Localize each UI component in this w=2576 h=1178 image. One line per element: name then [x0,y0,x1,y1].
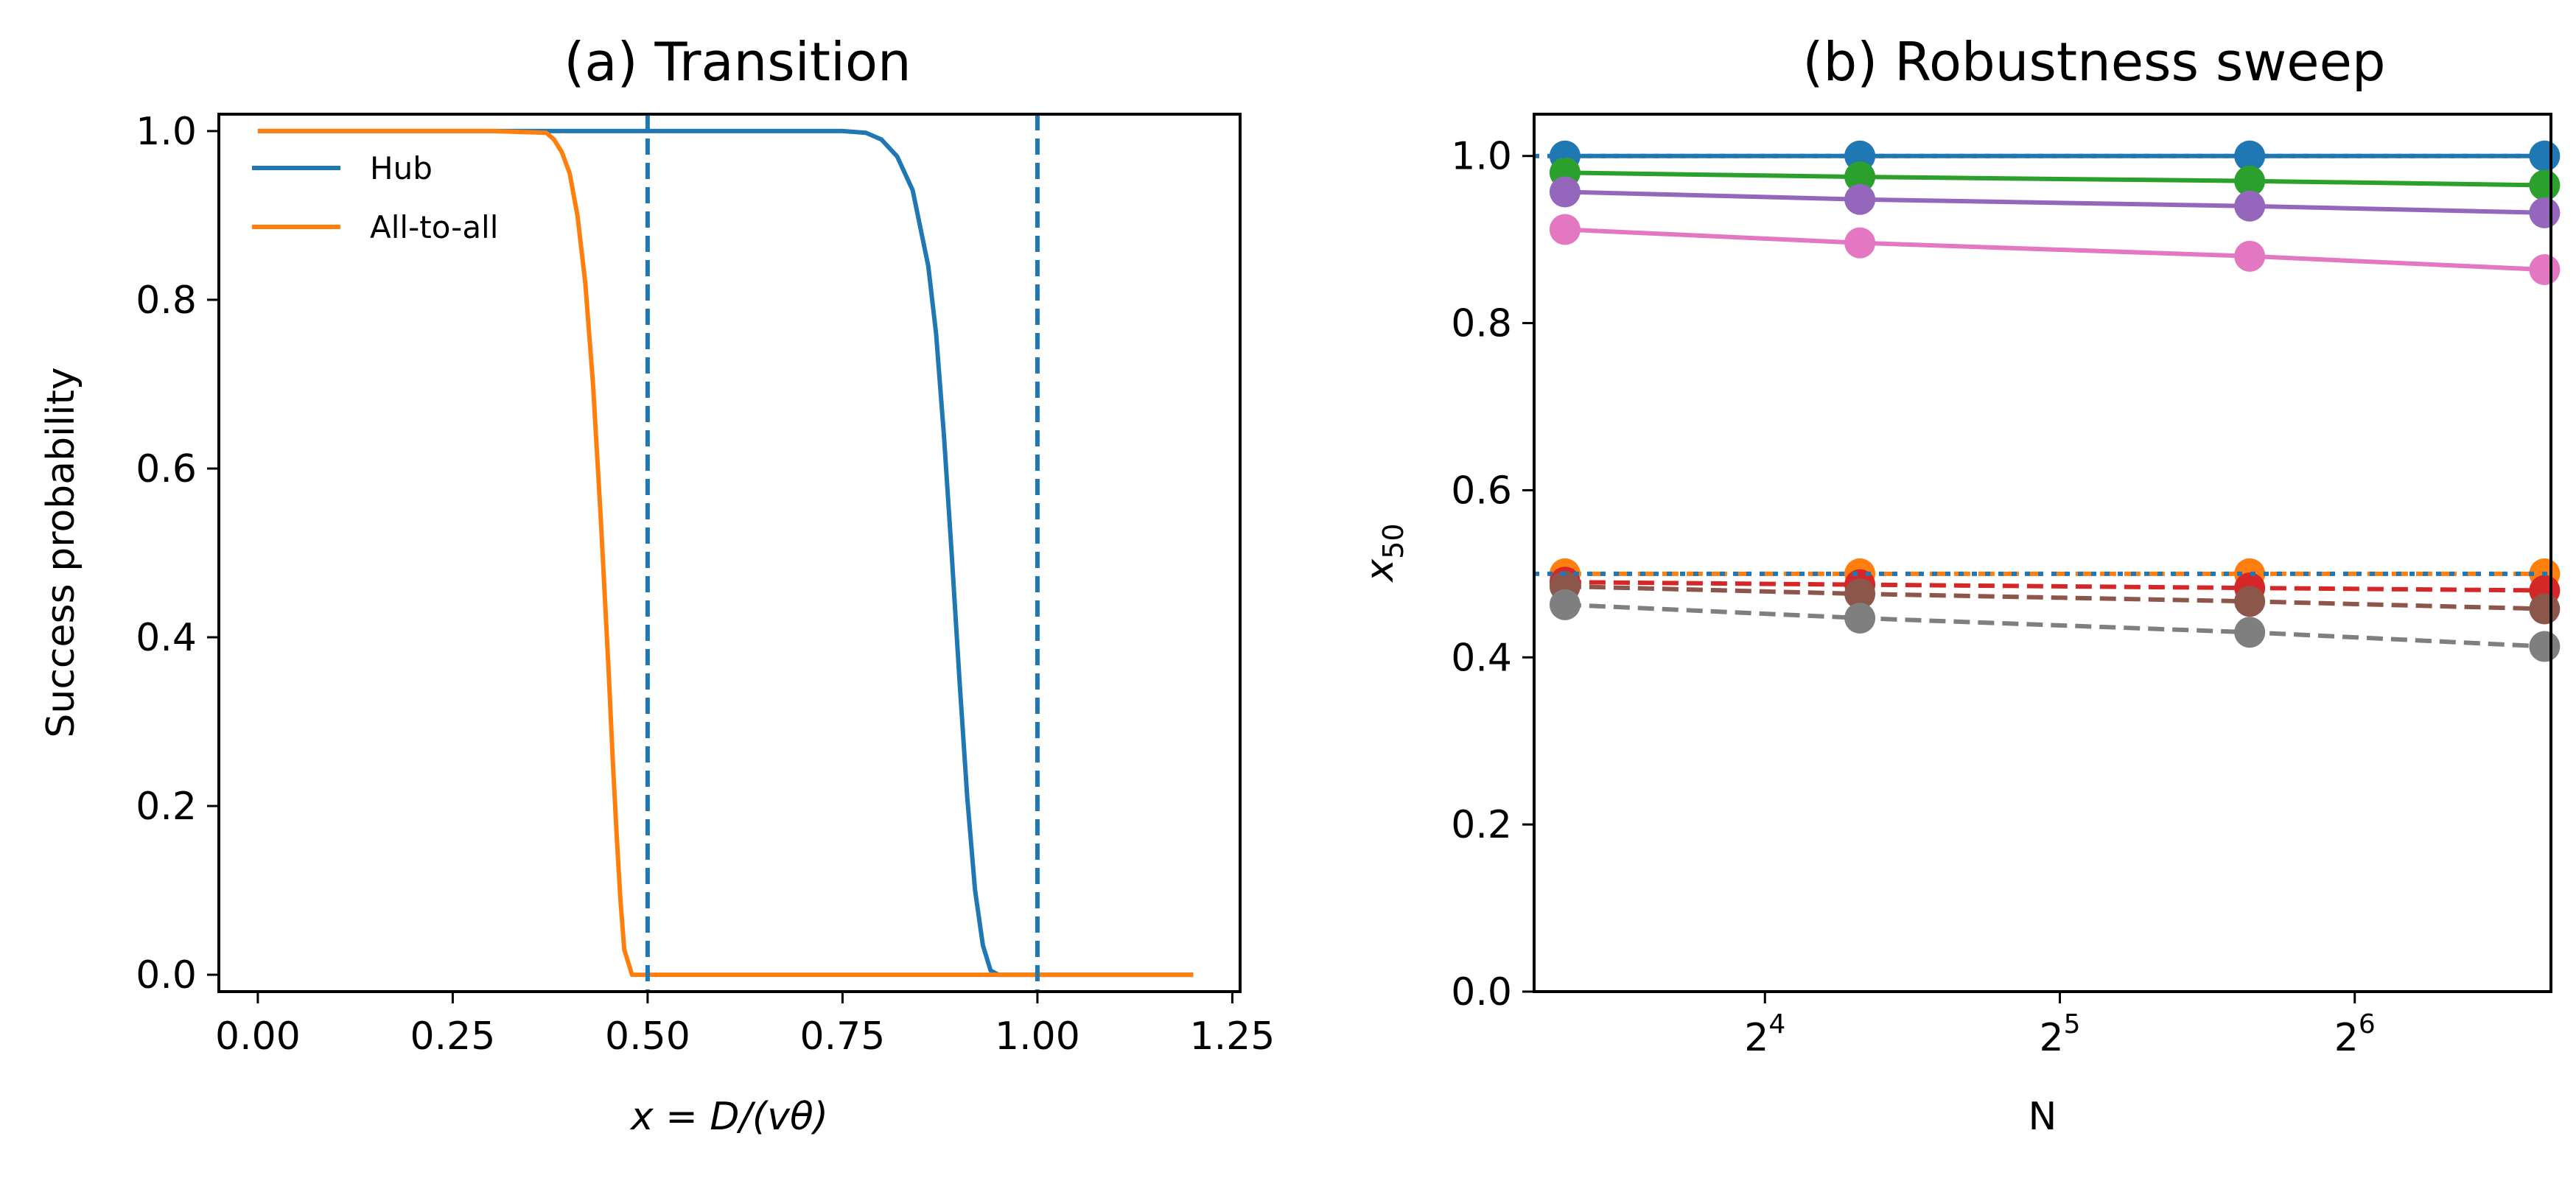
panel-a-legend: Hub All-to-all [252,150,498,245]
series-line-hub [257,128,1194,978]
legend-label: Hub [370,150,433,186]
panel-b-ticks: 24 25 260.00.20.40.60.81.0 [1451,135,2375,1060]
series-point [2234,190,2266,222]
series-point [1844,161,1876,193]
series-point [1844,602,1876,634]
x-tick-label: 24 [1744,1009,1785,1060]
series-point [2529,631,2561,662]
series-point [1549,589,1581,620]
y-tick-label: 0.0 [136,953,197,998]
series-point [1549,214,1581,245]
series-point [1844,578,1876,610]
x-tick-base: 2 [2039,1016,2063,1060]
y-tick-label: 1.0 [1451,135,1512,179]
y-tick-label: 0.2 [136,785,197,829]
series-line-7 [1564,602,2545,649]
panel-b-axes-frame [1533,113,2552,993]
x-tick-label: 26 [2334,1009,2376,1060]
x-tick-label: 0.75 [800,1014,886,1059]
series-line-5 [1564,580,2545,593]
series-line-6 [1564,583,2545,611]
panel-b-robustness-sweep: (b) Robustness sweep 24 25 260.00.20.40.60… [1358,31,2561,1139]
panel-b-y-axis-label-main: x [1358,558,1402,583]
panel-a-transition: (a) Transition 0.00 0.25 0.50 0.75 1.00 1.250… [39,31,1275,1139]
x-tick-label: 0.00 [215,1014,301,1059]
series-line-2 [1564,189,2545,215]
panel-a-title: (a) Transition [564,31,911,93]
panel-a-ticks: 0.00 0.25 0.50 0.75 1.00 1.25 0.0 0.2 0.4 0.6 0.8 1… [136,110,1275,1059]
x-tick-exponent: 6 [2359,1009,2376,1039]
series-point [2234,140,2266,172]
series-point [2529,169,2561,201]
y-tick-label: 0.8 [136,278,197,323]
panel-b-x-axis-label: N [2029,1095,2057,1139]
y-tick-label: 0.6 [1451,469,1512,513]
panel-a-x-axis-label: x = D/(vθ) [629,1095,828,1139]
series-point [1844,183,1876,215]
series-point [1844,227,1876,259]
panel-a-y-axis-label: Success probability [39,367,83,737]
x-tick-exponent: 5 [2064,1009,2081,1039]
series-point [2234,240,2266,272]
panel-a-axes-frame [217,113,1242,993]
y-tick-label: 0.4 [1451,636,1512,680]
series-point [2234,165,2266,197]
panel-b-plot-area [1534,140,2561,662]
panel-b-title: (b) Robustness sweep [1802,31,2385,93]
y-tick-label: 0.8 [1451,302,1512,346]
panel-b-y-axis-label: x50 [1358,523,1410,583]
series-line-3 [1564,227,2545,272]
x-tick-label: 0.50 [605,1014,690,1059]
y-tick-label: 0.6 [136,447,197,491]
y-tick-label: 0.4 [136,616,197,660]
series-group-2 [1549,176,2561,228]
panel-a-plot-area [257,114,1194,992]
legend-label: All-to-all [370,209,498,245]
series-point [2529,253,2561,285]
x-tick-label: 25 [2039,1009,2080,1060]
series-point [2529,593,2561,625]
series-point [2529,197,2561,228]
panel-b-y-axis-label-subscript: 50 [1377,523,1410,558]
y-tick-label: 0.2 [1451,803,1512,847]
y-tick-label: 1.0 [136,110,197,154]
x-tick-exponent: 4 [1768,1009,1785,1039]
series-line-1 [1564,170,2545,188]
x-tick-label: 1.00 [995,1014,1080,1059]
x-tick-label: 1.25 [1190,1014,1275,1059]
series-line-all-to-all [257,128,1194,978]
y-tick-label: 0.0 [1451,970,1512,1014]
x-tick-label: 0.25 [410,1014,496,1059]
series-point [2234,586,2266,617]
series-point [1549,176,1581,208]
x-tick-base: 2 [1744,1016,1768,1060]
x-tick-base: 2 [2334,1016,2359,1060]
series-point [2234,617,2266,648]
